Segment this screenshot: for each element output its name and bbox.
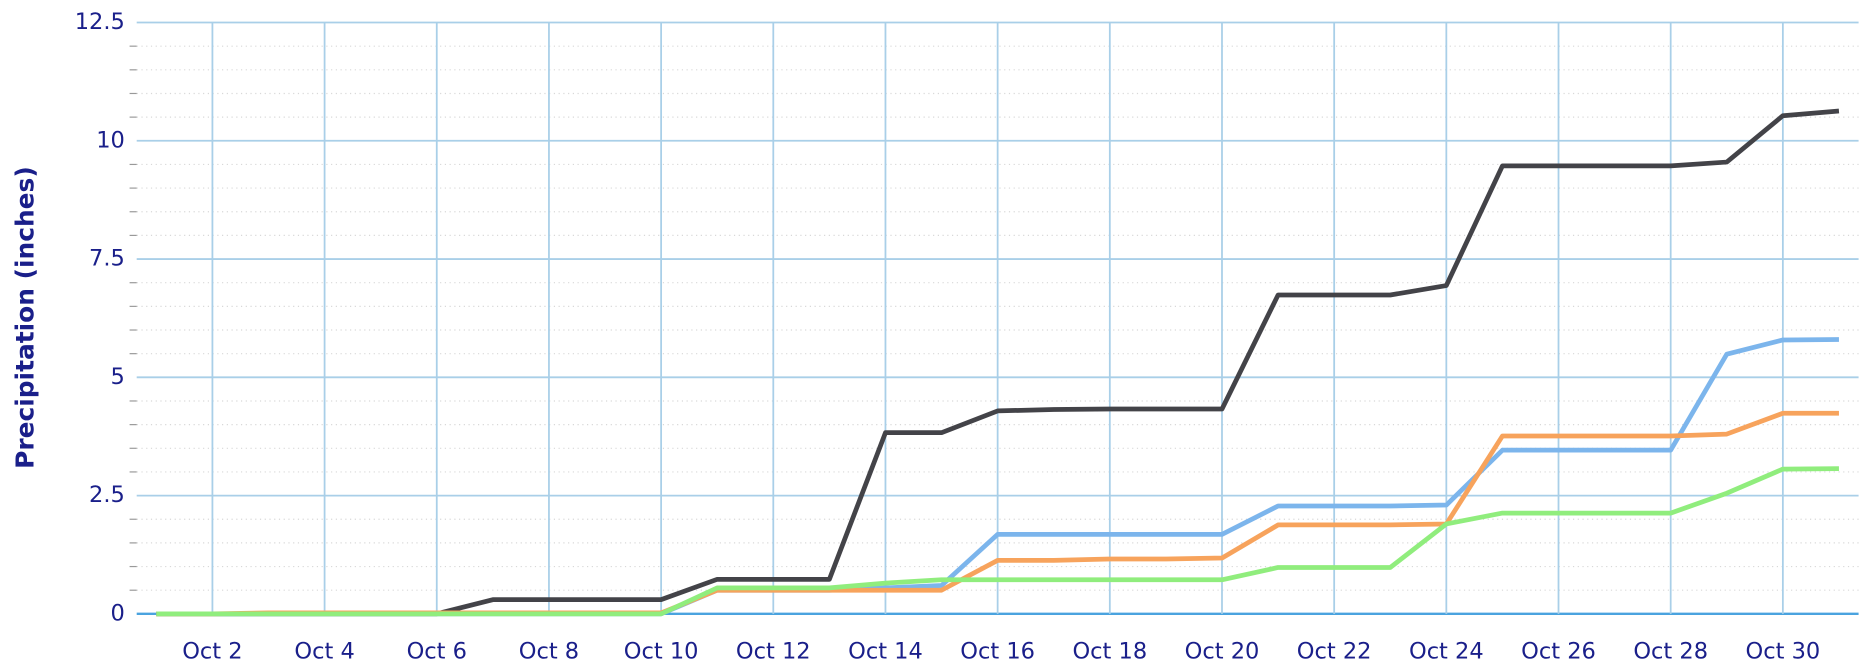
- x-tick-label: Oct 14: [848, 638, 923, 664]
- y-axis-label: Precipitation (inches): [10, 166, 39, 469]
- y-tick-label: 2.5: [89, 482, 125, 508]
- series-line: [156, 466, 1839, 617]
- y-tick-label: 10: [96, 127, 125, 153]
- y-tick-label: 7.5: [89, 246, 125, 272]
- x-tick-label: Oct 2: [182, 638, 242, 664]
- x-tick-label: Oct 22: [1297, 638, 1372, 664]
- y-tick-label: 0: [111, 600, 125, 626]
- y-tick-label: 12.5: [75, 9, 125, 35]
- x-tick-label: Oct 26: [1521, 638, 1596, 664]
- x-tick-label: Oct 30: [1746, 638, 1821, 664]
- x-tick-label: Oct 12: [736, 638, 811, 664]
- x-tick-label: Oct 16: [960, 638, 1035, 664]
- x-tick-label: Oct 24: [1409, 638, 1484, 664]
- x-tick-label: Oct 20: [1185, 638, 1260, 664]
- x-tick-label: Oct 8: [519, 638, 579, 664]
- x-tick-label: Oct 10: [624, 638, 699, 664]
- x-tick-label: Oct 6: [407, 638, 467, 664]
- x-tick-label: Oct 18: [1072, 638, 1147, 664]
- x-tick-label: Oct 28: [1633, 638, 1708, 664]
- y-tick-label: 5: [111, 364, 125, 390]
- x-tick-label: Oct 4: [294, 638, 354, 664]
